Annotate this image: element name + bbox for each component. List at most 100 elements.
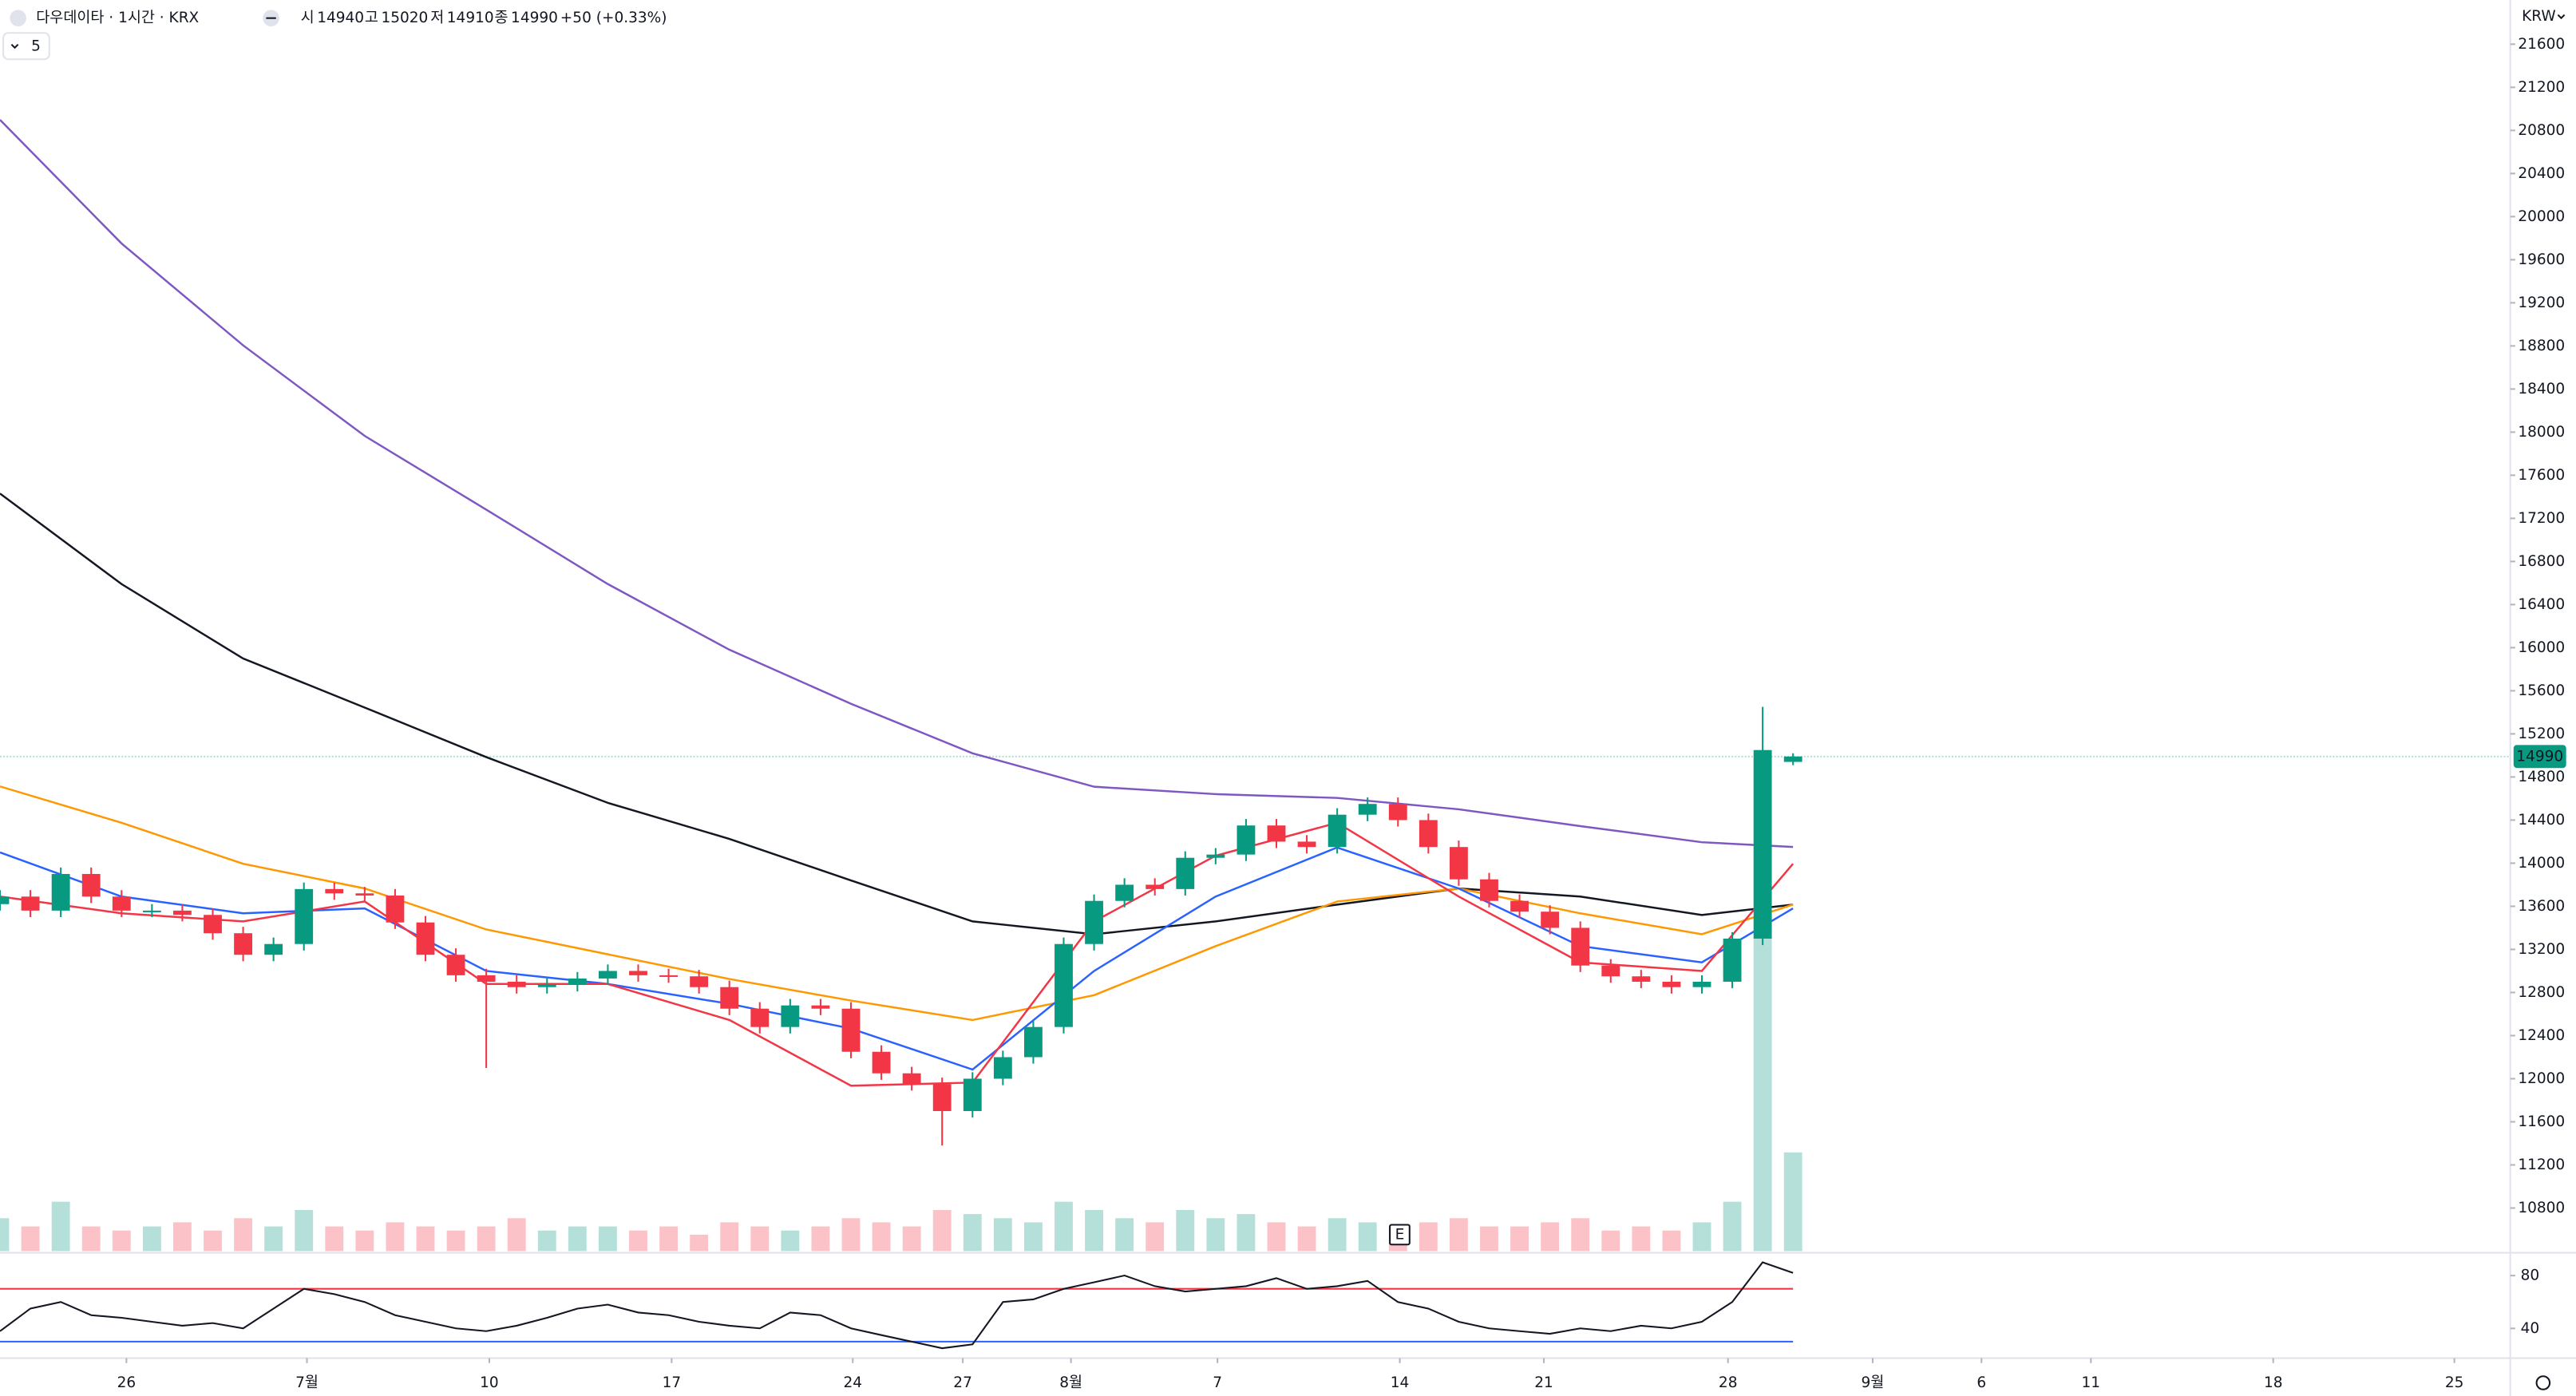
x-tick-label: 21	[1534, 1374, 1553, 1391]
rsi-tick-label: 80	[2521, 1267, 2540, 1284]
y-tick-label: 21600	[2518, 36, 2565, 53]
candle-body	[1571, 927, 1590, 966]
candle-body	[1206, 854, 1225, 858]
y-tick-label: 11200	[2518, 1157, 2565, 1173]
currency[interactable]: KRW	[2522, 8, 2556, 25]
price-tag-label: 14990	[2516, 748, 2563, 765]
candle-body	[1176, 857, 1195, 889]
volume-bar	[1601, 1230, 1620, 1252]
candle-body	[1267, 825, 1286, 842]
y-tick-label: 17200	[2518, 510, 2565, 527]
ohlc-label: 시	[301, 10, 315, 26]
y-tick-label: 16800	[2518, 553, 2565, 570]
volume-bar	[0, 1218, 10, 1252]
x-tick-label: 11	[2082, 1374, 2101, 1391]
candle-body	[1328, 814, 1347, 848]
candle-body	[1055, 943, 1073, 1027]
candle-body	[295, 888, 314, 944]
candle-body	[599, 971, 617, 979]
event-marker-box	[1389, 1224, 1411, 1246]
volume-bar	[1297, 1226, 1316, 1252]
candle-body	[750, 1008, 770, 1027]
candle-body	[81, 873, 101, 897]
y-tick-label: 13600	[2518, 898, 2565, 915]
x-tick-label: 10	[480, 1374, 499, 1391]
candle-body	[568, 978, 587, 986]
candle-body	[1662, 981, 1681, 987]
volume-bar	[325, 1226, 344, 1252]
indicator-count: 5	[31, 38, 41, 54]
volume-bar	[416, 1226, 435, 1252]
volume-bar	[264, 1226, 283, 1252]
settings-icon[interactable]	[2535, 1375, 2551, 1390]
candle-body	[1023, 1026, 1043, 1058]
volume-bar	[142, 1226, 161, 1252]
candle-body	[963, 1078, 982, 1111]
volume-bar	[1480, 1226, 1498, 1252]
candle-body	[112, 896, 131, 911]
volume-bar	[811, 1226, 830, 1252]
volume-bar	[599, 1226, 617, 1252]
candle-body	[629, 971, 647, 975]
event-marker: E	[1395, 1226, 1405, 1243]
volume-bar	[1237, 1214, 1256, 1252]
x-tick-label: 26	[117, 1374, 137, 1391]
volume-bar	[902, 1226, 921, 1252]
volume-bar	[355, 1230, 374, 1252]
ohlc-value: 14910	[447, 10, 494, 26]
candle-body	[993, 1057, 1012, 1079]
rsi-tick-label: 40	[2521, 1320, 2540, 1337]
x-tick-label: 9월	[1862, 1374, 1885, 1391]
volume-bar	[1541, 1222, 1560, 1252]
y-tick-label: 12000	[2518, 1070, 2565, 1087]
volume-bar	[1085, 1209, 1103, 1252]
candle-body	[720, 987, 739, 1009]
volume-bar	[1206, 1218, 1225, 1252]
volume-bar	[690, 1234, 709, 1252]
volume-bar	[112, 1230, 131, 1252]
symbol-title[interactable]: 다우데이타 · 1시간 · KRX	[36, 10, 199, 26]
volume-bar	[1662, 1230, 1681, 1252]
volume-bar	[1632, 1226, 1651, 1252]
candle-body	[325, 888, 344, 894]
volume-bar	[446, 1230, 465, 1252]
volume-bar	[720, 1222, 739, 1252]
candle-body	[355, 893, 374, 896]
volume-bar	[1267, 1222, 1286, 1252]
candle-body	[446, 955, 465, 975]
volume-bar	[1358, 1222, 1377, 1252]
candle-body	[1692, 981, 1711, 987]
volume-bar	[872, 1222, 891, 1252]
candle-body	[1480, 879, 1498, 901]
y-tick-label: 20000	[2518, 208, 2565, 225]
y-tick-label: 19600	[2518, 251, 2565, 268]
candle-body	[690, 976, 709, 987]
volume-bar	[477, 1226, 496, 1252]
rsi-line	[0, 1261, 1794, 1350]
x-tick-label: 28	[1719, 1374, 1738, 1391]
moving-average	[0, 119, 1794, 848]
y-tick-label: 18000	[2518, 424, 2565, 441]
candle-body	[1115, 884, 1134, 901]
candle-body	[1297, 841, 1316, 848]
volume-bar	[51, 1201, 70, 1252]
volume-bar	[295, 1209, 314, 1252]
y-tick-label: 16400	[2518, 596, 2565, 613]
y-tick-label: 12800	[2518, 984, 2565, 1001]
y-tick-label: 19200	[2518, 295, 2565, 311]
candle-body	[659, 975, 678, 977]
candle-body	[507, 981, 526, 987]
volume-bar	[1692, 1222, 1711, 1252]
volume-bar	[932, 1209, 952, 1252]
candle-body	[0, 896, 10, 904]
candle-body	[1419, 820, 1438, 848]
x-tick-label: 17	[663, 1374, 682, 1391]
indicator-toggle[interactable]	[2, 32, 50, 61]
ohlc-label: 고	[365, 10, 378, 26]
symbol-icon[interactable]	[10, 10, 26, 26]
candle-body	[21, 896, 40, 911]
x-tick-label: 14	[1391, 1374, 1410, 1391]
volume-bar	[750, 1226, 770, 1252]
currency-chevron	[2557, 14, 2566, 20]
